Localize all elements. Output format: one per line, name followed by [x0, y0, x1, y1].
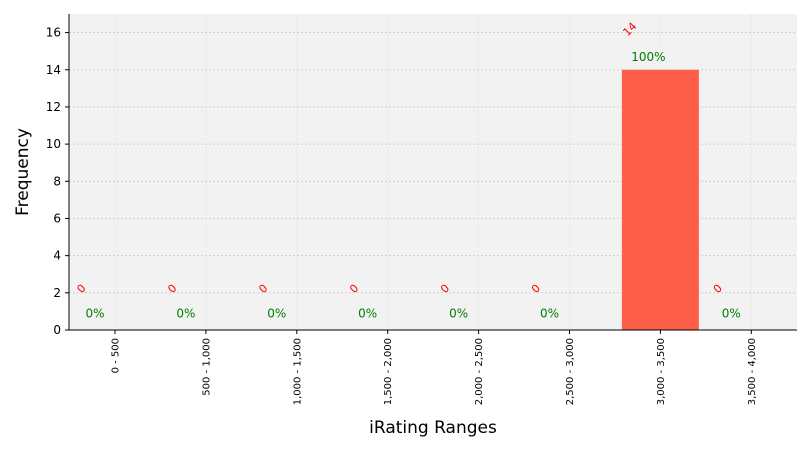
- y-tick-label: 4: [53, 249, 61, 263]
- axes: [68, 14, 797, 331]
- y-tick-label: 16: [46, 26, 61, 40]
- x-tick-label: 500 - 1,000: [201, 338, 212, 396]
- percent-label: 0%: [540, 306, 559, 320]
- x-tick-label: 1,500 - 2,000: [383, 338, 394, 405]
- percent-label: 0%: [267, 306, 286, 320]
- percent-label: 100%: [631, 50, 665, 64]
- x-tick-label: 1,000 - 1,500: [292, 338, 303, 405]
- x-tick-label: 2,500 - 3,000: [565, 338, 576, 405]
- y-tick-label: 8: [53, 174, 61, 188]
- percent-label: 0%: [449, 306, 468, 320]
- x-tick-label: 3,500 - 4,000: [747, 338, 758, 405]
- y-tick-label: 0: [53, 323, 61, 337]
- x-tick-label: 0 - 500: [111, 338, 122, 373]
- bars: [621, 69, 699, 330]
- x-axis-label: iRating Ranges: [369, 418, 497, 438]
- x-axis-ticks: 0 - 500 500 - 1,000 1,000 - 1,500 1,500 - 2…: [111, 330, 758, 405]
- percent-label: 0%: [176, 306, 195, 320]
- y-tick-label: 12: [46, 100, 61, 114]
- bar: [621, 69, 699, 330]
- y-axis-ticks: 0 2 4 6 8 10 12 14 16: [46, 26, 69, 337]
- x-tick-label: 3,000 - 3,500: [656, 338, 667, 405]
- x-tick-label: 2,000 - 2,500: [474, 338, 485, 405]
- y-tick-label: 10: [46, 137, 61, 151]
- percent-label: 0%: [358, 306, 377, 320]
- percent-label: 0%: [722, 306, 741, 320]
- y-axis-label: Frequency: [13, 128, 33, 216]
- percent-label: 0%: [85, 306, 104, 320]
- y-tick-label: 6: [53, 211, 61, 225]
- y-tick-label: 2: [53, 286, 61, 300]
- y-tick-label: 14: [46, 63, 61, 77]
